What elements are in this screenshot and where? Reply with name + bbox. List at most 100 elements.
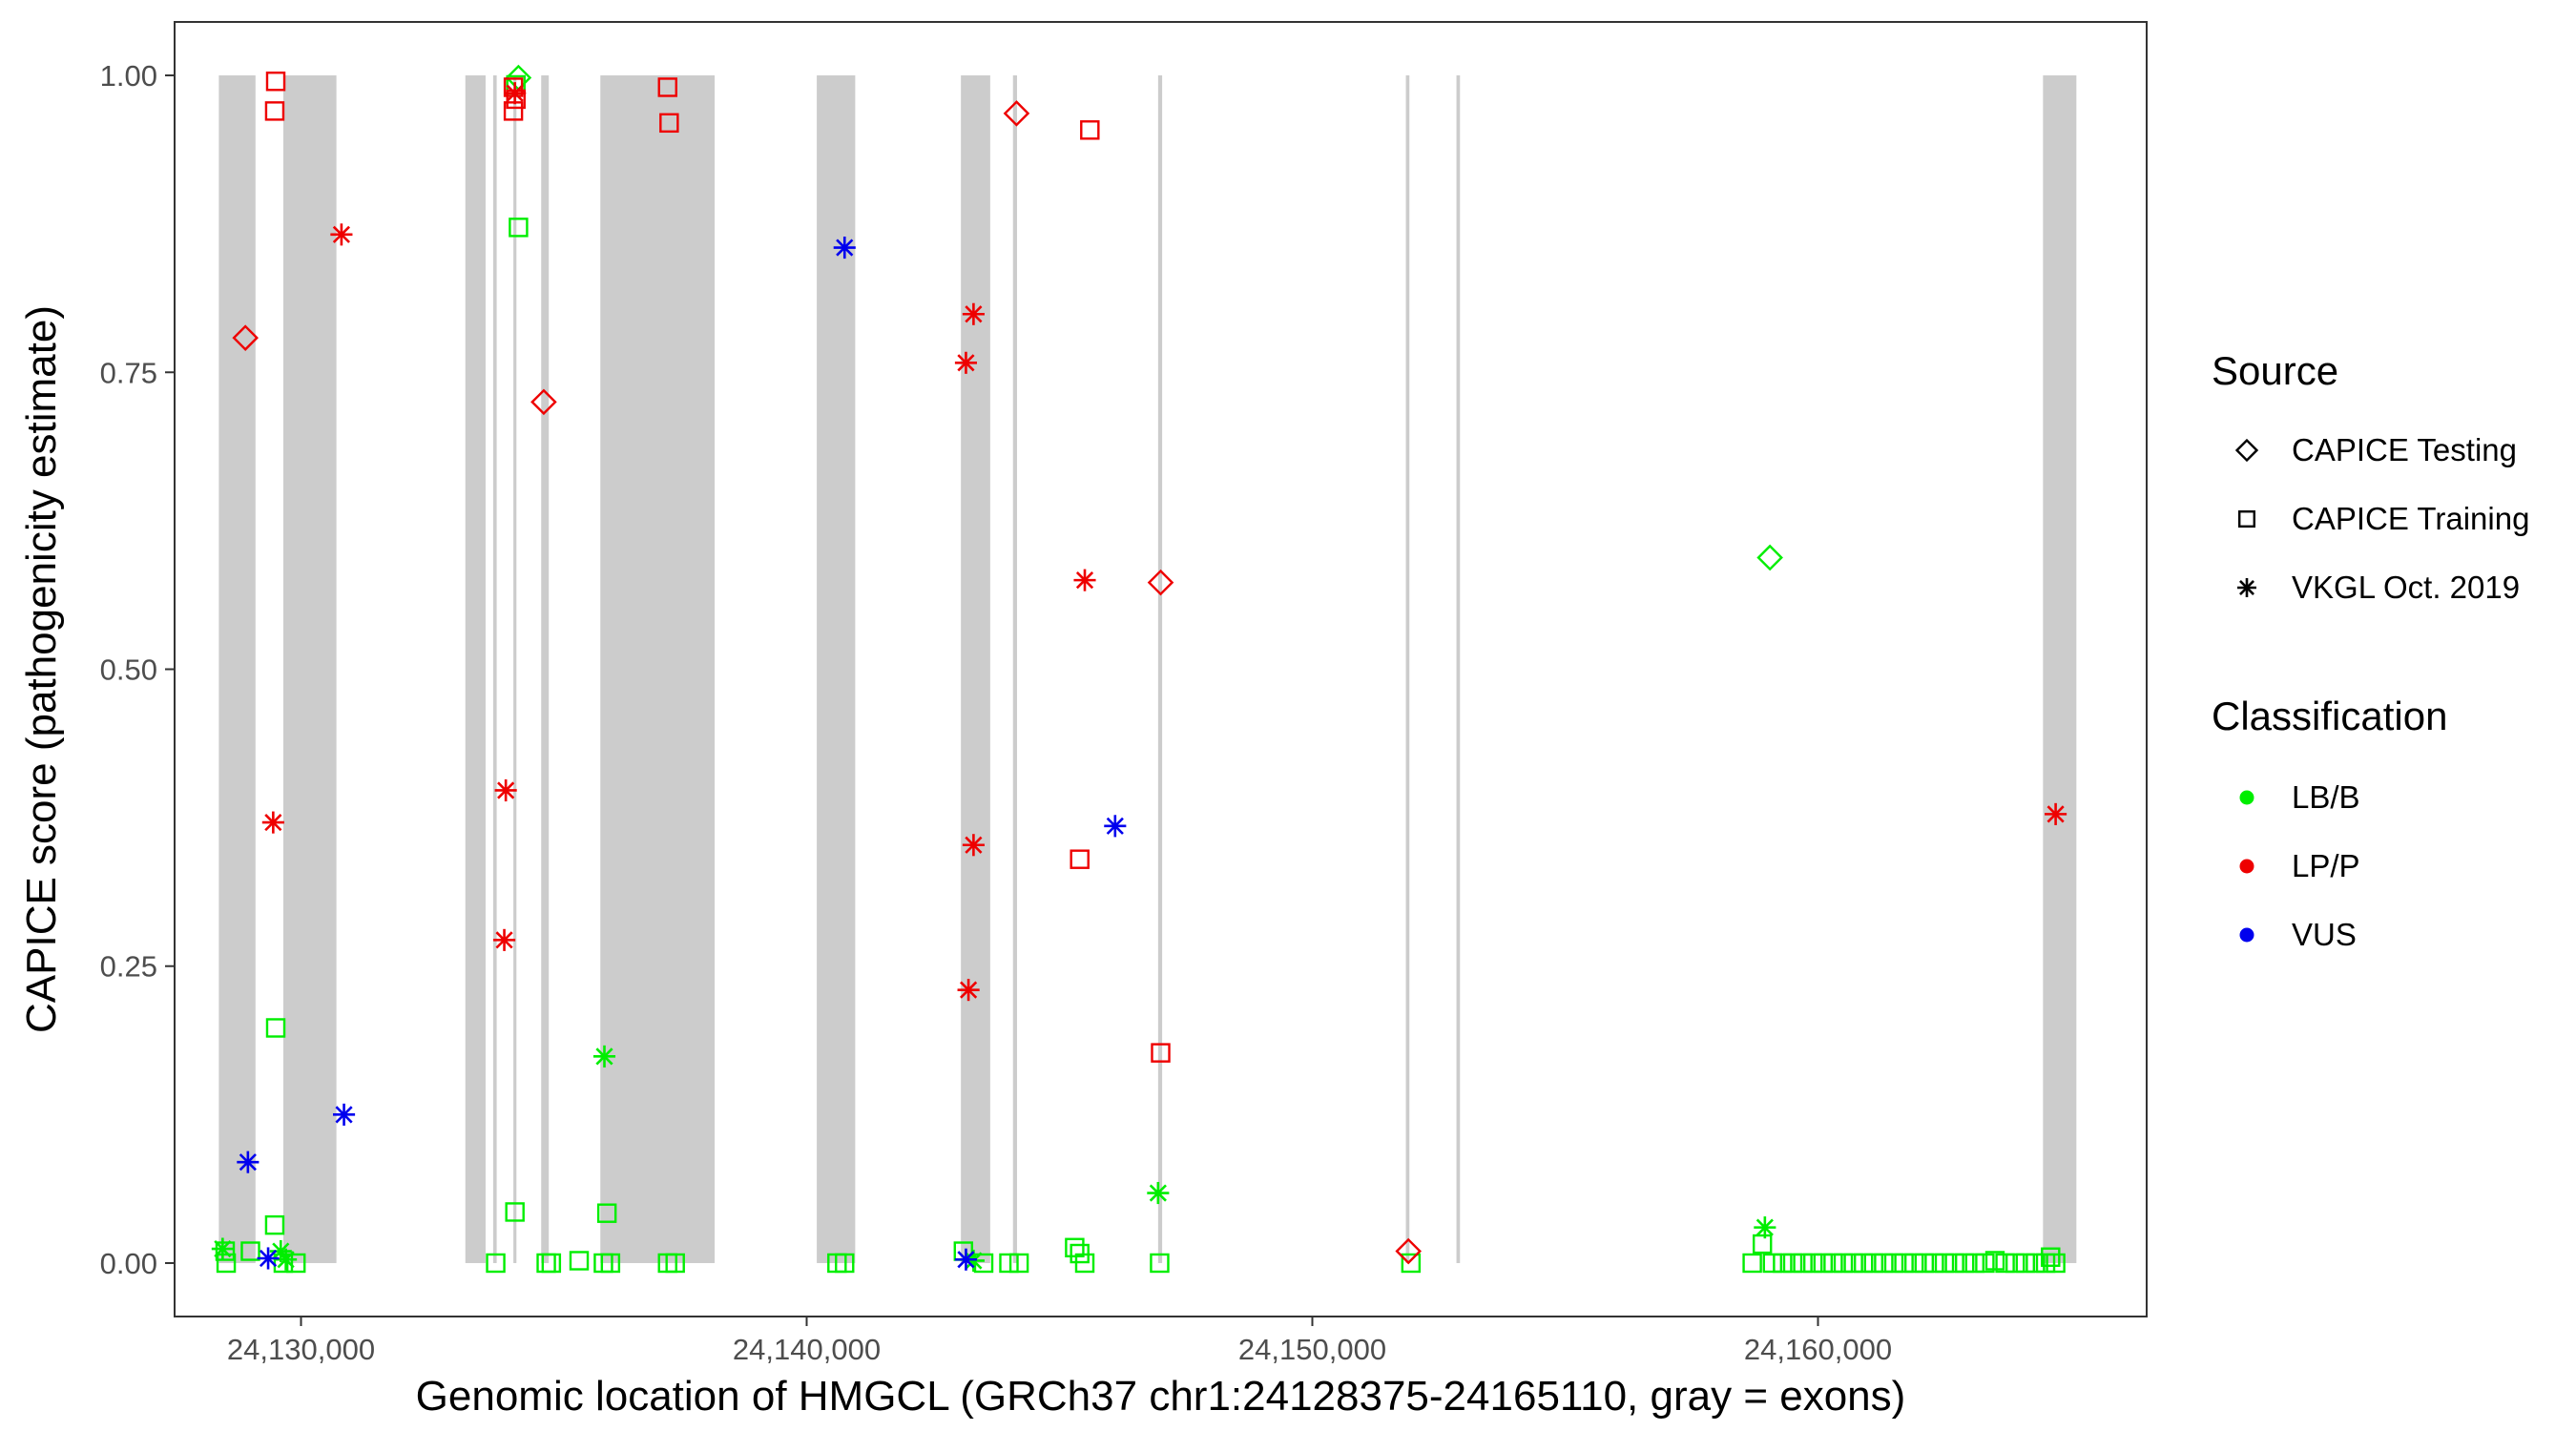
data-point-square xyxy=(835,1253,855,1274)
data-point-dot xyxy=(2239,790,2254,805)
exon-band xyxy=(600,75,716,1263)
exon-band xyxy=(492,75,497,1263)
data-point-square xyxy=(1954,1253,1975,1274)
data-point-asterisk xyxy=(962,834,985,857)
data-point-asterisk xyxy=(493,928,516,951)
data-point-square xyxy=(1008,1253,1029,1274)
data-point-square xyxy=(240,1241,260,1261)
data-point-square xyxy=(1833,1253,1854,1274)
data-point-square xyxy=(2015,1253,2036,1274)
exon-band xyxy=(282,75,337,1263)
data-point-square xyxy=(1823,1253,1843,1274)
data-point-square xyxy=(216,1253,237,1274)
legend: Source CAPICE Testing CAPICE Training VKGL … xyxy=(2212,348,2529,952)
data-point-asterisk xyxy=(211,1237,234,1260)
data-point-square xyxy=(1975,1253,1995,1274)
legend-title: Classification xyxy=(2212,694,2447,738)
data-point-square xyxy=(264,101,285,121)
data-point-square xyxy=(1802,1253,1823,1274)
data-point-diamond xyxy=(530,388,557,416)
y-tick-label: 0.75 xyxy=(100,356,157,389)
legend-title: Source xyxy=(2212,348,2338,393)
data-point-square xyxy=(2041,1247,2061,1267)
data-point-square xyxy=(506,89,526,110)
y-tick-label: 0.25 xyxy=(100,950,157,984)
y-tick-label: 1.00 xyxy=(100,59,157,93)
data-point-asterisk xyxy=(1104,815,1127,838)
data-point-square xyxy=(1813,1253,1834,1274)
data-point-square xyxy=(1853,1253,1874,1274)
data-point-square xyxy=(1401,1253,1422,1274)
data-point-square xyxy=(285,1253,306,1274)
data-point-square xyxy=(1934,1253,1955,1274)
data-point-square xyxy=(265,72,286,92)
data-point-square xyxy=(1874,1253,1894,1274)
axes: 0.00 0.25 0.50 0.75 1.00 24,130,000 24,140,000… xyxy=(100,59,1892,1366)
exon-bands xyxy=(218,75,2077,1263)
data-point-square xyxy=(600,1253,621,1274)
data-point-asterisk xyxy=(954,351,977,374)
data-point-square xyxy=(486,1253,506,1274)
data-point-square xyxy=(1080,120,1100,140)
x-tick-label: 24,130,000 xyxy=(227,1333,375,1366)
data-point-asterisk xyxy=(962,302,985,325)
data-point-asterisk xyxy=(237,1151,260,1173)
exon-band xyxy=(218,75,256,1263)
y-tick-label: 0.50 xyxy=(100,653,157,687)
data-point-square xyxy=(1773,1253,1793,1274)
data-point-diamond xyxy=(232,324,259,351)
data-point-square xyxy=(541,1253,562,1274)
data-point-asterisk xyxy=(1073,569,1096,591)
data-point-asterisk xyxy=(1147,1181,1170,1205)
data-point-square xyxy=(569,1251,590,1271)
data-point-square xyxy=(1883,1253,1904,1274)
data-point-square xyxy=(1964,1253,1985,1274)
data-point-dot xyxy=(2239,859,2254,874)
data-point-square xyxy=(1762,1253,1783,1274)
data-point-square xyxy=(2005,1253,2025,1274)
exon-band xyxy=(1157,75,1163,1263)
data-point-square xyxy=(215,1241,236,1261)
exon-band xyxy=(961,75,990,1263)
data-point-square xyxy=(2238,510,2255,528)
data-point-square xyxy=(2035,1253,2056,1274)
data-point-square xyxy=(999,1253,1019,1274)
y-axis-title: CAPICE score (pathogenicity estimate) xyxy=(18,305,65,1033)
legend-item-label: CAPICE Testing xyxy=(2292,432,2517,467)
exon-band xyxy=(1456,75,1461,1263)
data-point-diamond xyxy=(1147,569,1174,596)
data-point-square xyxy=(1843,1253,1863,1274)
data-point-square xyxy=(659,113,679,134)
data-point-square xyxy=(1914,1253,1935,1274)
legend-item-label: VKGL Oct. 2019 xyxy=(2292,570,2520,605)
data-point-asterisk xyxy=(494,778,517,802)
data-point-asterisk xyxy=(2237,578,2256,597)
data-point-square xyxy=(509,218,529,238)
data-point-square xyxy=(665,1253,685,1274)
data-point-asterisk xyxy=(2045,802,2067,825)
data-point-square xyxy=(596,1203,617,1223)
data-point-asterisk xyxy=(592,1045,616,1068)
x-tick-label: 24,140,000 xyxy=(733,1333,881,1366)
data-point-square xyxy=(1863,1253,1884,1274)
data-point-square xyxy=(1742,1253,1762,1274)
exon-band xyxy=(1012,75,1017,1263)
x-tick-label: 24,160,000 xyxy=(1744,1333,1892,1366)
data-point-square xyxy=(1793,1253,1813,1274)
exon-band xyxy=(513,75,517,1263)
data-point-square xyxy=(973,1253,994,1274)
data-point-square xyxy=(2025,1253,2046,1274)
data-point-asterisk xyxy=(954,1248,977,1271)
data-point-square xyxy=(1070,849,1090,869)
exon-band xyxy=(541,75,550,1263)
data-point-diamond xyxy=(1395,1237,1422,1265)
y-tick-label: 0.00 xyxy=(100,1247,157,1280)
data-point-square xyxy=(265,1018,286,1038)
legend-item-label: VUS xyxy=(2292,917,2357,952)
data-point-dot xyxy=(2239,927,2254,943)
data-point-asterisk xyxy=(261,811,284,834)
data-point-square xyxy=(1903,1253,1924,1274)
